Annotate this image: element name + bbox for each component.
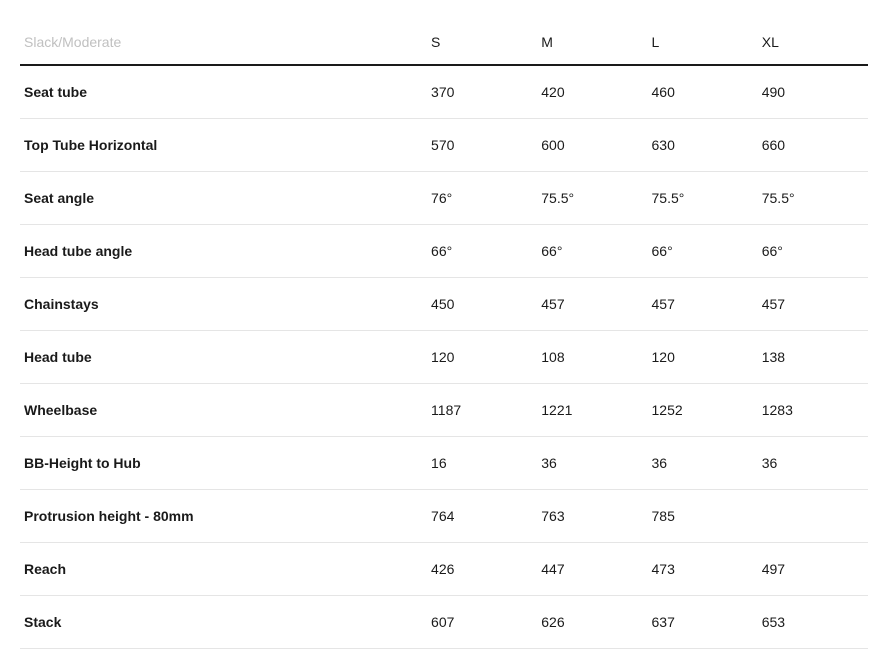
cell-value: 600	[537, 119, 647, 172]
cell-value: 1252	[648, 384, 758, 437]
table-row: Head tube120108120138	[20, 331, 868, 384]
cell-value: 138	[758, 331, 868, 384]
cell-value: 607	[427, 596, 537, 649]
cell-value: 120	[427, 331, 537, 384]
cell-value: 785	[648, 490, 758, 543]
cell-value: 66°	[758, 225, 868, 278]
cell-value: 75.5°	[758, 172, 868, 225]
cell-value: 16	[427, 437, 537, 490]
row-label: Head tube angle	[20, 225, 427, 278]
cell-value: 75.5°	[537, 172, 647, 225]
column-header: M	[537, 20, 647, 65]
table-header-row: Slack/Moderate S M L XL	[20, 20, 868, 65]
cell-value: 76°	[427, 172, 537, 225]
table-row: Head tube angle66°66°66°66°	[20, 225, 868, 278]
geometry-table: Slack/Moderate S M L XL Seat tube3704204…	[20, 20, 868, 649]
cell-value: 630	[648, 119, 758, 172]
cell-value: 660	[758, 119, 868, 172]
table-row: Seat angle76°75.5°75.5°75.5°	[20, 172, 868, 225]
table-row: Protrusion height - 80mm764763785	[20, 490, 868, 543]
cell-value: 473	[648, 543, 758, 596]
cell-value: 1187	[427, 384, 537, 437]
row-label: Seat tube	[20, 65, 427, 119]
row-label: Reach	[20, 543, 427, 596]
table-body: Seat tube370420460490Top Tube Horizontal…	[20, 65, 868, 649]
column-header: S	[427, 20, 537, 65]
column-header: XL	[758, 20, 868, 65]
table-row: Chainstays450457457457	[20, 278, 868, 331]
cell-value: 75.5°	[648, 172, 758, 225]
row-label: Chainstays	[20, 278, 427, 331]
cell-value: 460	[648, 65, 758, 119]
table-row: Seat tube370420460490	[20, 65, 868, 119]
cell-value: 108	[537, 331, 647, 384]
row-label: Seat angle	[20, 172, 427, 225]
row-label: Stack	[20, 596, 427, 649]
table-row: Wheelbase1187122112521283	[20, 384, 868, 437]
row-label: BB-Height to Hub	[20, 437, 427, 490]
cell-value: 420	[537, 65, 647, 119]
table-row: BB-Height to Hub16363636	[20, 437, 868, 490]
column-header: L	[648, 20, 758, 65]
table-row: Reach426447473497	[20, 543, 868, 596]
cell-value: 36	[758, 437, 868, 490]
row-label: Protrusion height - 80mm	[20, 490, 427, 543]
cell-value: 1283	[758, 384, 868, 437]
row-label: Wheelbase	[20, 384, 427, 437]
cell-value: 653	[758, 596, 868, 649]
row-label: Head tube	[20, 331, 427, 384]
cell-value: 36	[537, 437, 647, 490]
cell-value: 66°	[648, 225, 758, 278]
cell-value: 764	[427, 490, 537, 543]
cell-value: 1221	[537, 384, 647, 437]
table-row: Stack607626637653	[20, 596, 868, 649]
cell-value: 626	[537, 596, 647, 649]
cell-value: 763	[537, 490, 647, 543]
cell-value: 497	[758, 543, 868, 596]
cell-value: 570	[427, 119, 537, 172]
row-label: Top Tube Horizontal	[20, 119, 427, 172]
cell-value: 447	[537, 543, 647, 596]
cell-value: 120	[648, 331, 758, 384]
cell-value: 66°	[427, 225, 537, 278]
table-corner-label: Slack/Moderate	[20, 20, 427, 65]
cell-value	[758, 490, 868, 543]
cell-value: 426	[427, 543, 537, 596]
cell-value: 457	[537, 278, 647, 331]
cell-value: 370	[427, 65, 537, 119]
table-header: Slack/Moderate S M L XL	[20, 20, 868, 65]
cell-value: 450	[427, 278, 537, 331]
cell-value: 66°	[537, 225, 647, 278]
table-row: Top Tube Horizontal570600630660	[20, 119, 868, 172]
cell-value: 457	[758, 278, 868, 331]
cell-value: 637	[648, 596, 758, 649]
cell-value: 490	[758, 65, 868, 119]
cell-value: 457	[648, 278, 758, 331]
cell-value: 36	[648, 437, 758, 490]
